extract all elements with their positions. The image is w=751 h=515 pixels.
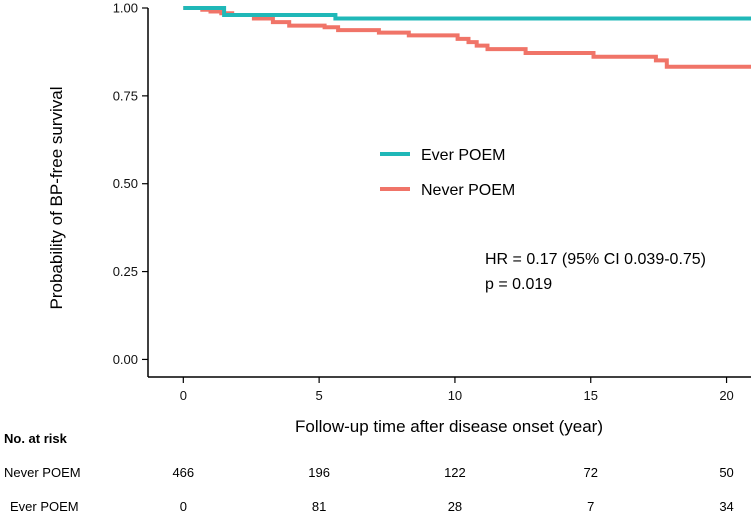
x-tick-label: 0 (180, 388, 187, 403)
p-value-annotation: p = 0.019 (485, 276, 552, 293)
x-tick-label: 15 (584, 388, 598, 403)
legend-label-ever-poem: Ever POEM (421, 147, 505, 164)
axes (147, 8, 751, 378)
y-tick-label: 0.75 (113, 88, 138, 103)
risk-row-label-never-poem: Never POEM (4, 465, 81, 480)
risk-table-cell: 34 (719, 499, 733, 514)
risk-table-cell: 196 (308, 465, 330, 480)
legend-label-never-poem: Never POEM (421, 182, 515, 199)
x-axis-ticks: 0 5 10 15 20 (180, 377, 734, 403)
survival-curves (183, 6, 751, 69)
y-axis-ticks: 0.00 0.25 0.50 0.75 1.00 (113, 1, 148, 367)
risk-table-values: 466 196 122 72 50 0 81 28 7 34 (172, 465, 733, 514)
x-tick-label: 10 (448, 388, 462, 403)
y-tick-label: 0.50 (113, 176, 138, 191)
risk-table-cell: 7 (587, 499, 594, 514)
y-tick-label: 1.00 (113, 1, 138, 16)
x-axis-title: Follow-up time after disease onset (year… (295, 417, 603, 436)
risk-table-cell: 0 (180, 499, 187, 514)
risk-table-title: No. at risk (4, 431, 68, 446)
risk-table-cell: 122 (444, 465, 466, 480)
x-tick-label: 20 (719, 388, 733, 403)
risk-table-cell: 72 (584, 465, 598, 480)
risk-table-cell: 466 (172, 465, 194, 480)
y-tick-label: 0.25 (113, 264, 138, 279)
y-tick-label: 0.00 (113, 352, 138, 367)
risk-table-cell: 81 (312, 499, 326, 514)
legend: Ever POEM Never POEM (380, 147, 515, 199)
x-tick-label: 5 (316, 388, 323, 403)
risk-table-cell: 28 (448, 499, 462, 514)
series-line-ever-poem (183, 6, 751, 21)
y-axis-title: Probability of BP-free survival (47, 87, 66, 310)
risk-row-label-ever-poem: Ever POEM (10, 499, 79, 514)
hazard-ratio-annotation: HR = 0.17 (95% CI 0.039-0.75) (485, 251, 706, 268)
risk-table-cell: 50 (719, 465, 733, 480)
